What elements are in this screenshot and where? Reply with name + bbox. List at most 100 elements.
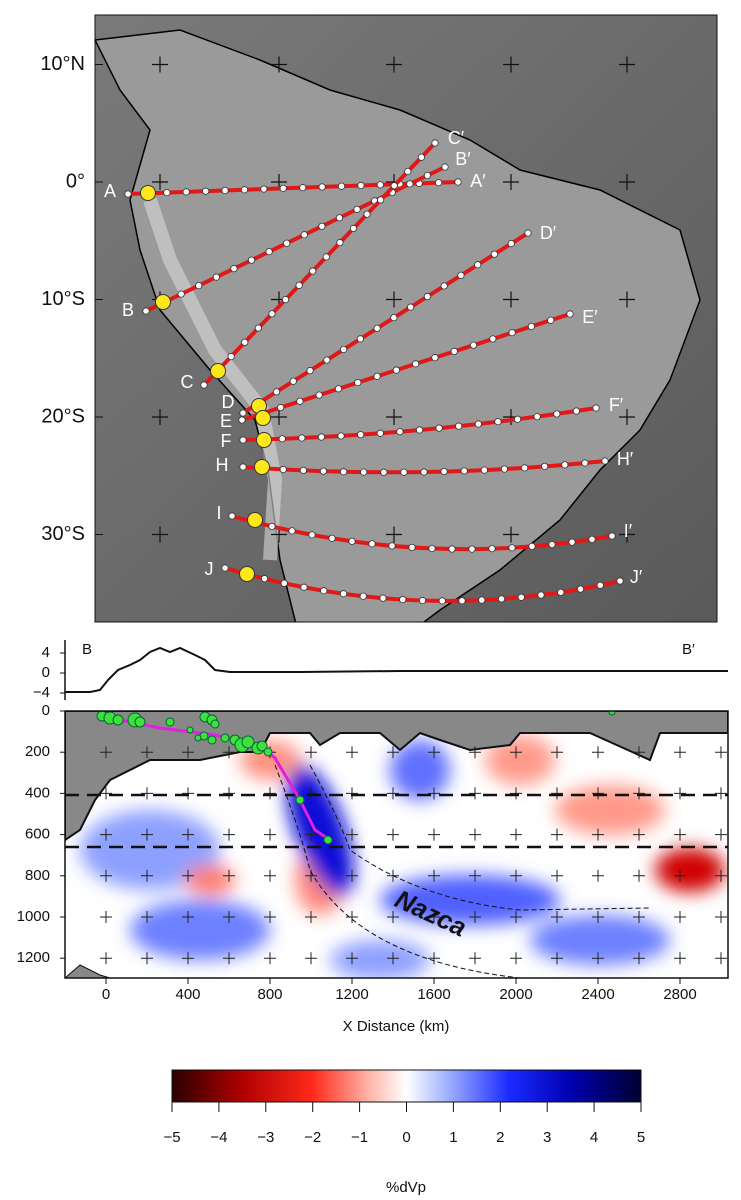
profile-point [404, 167, 412, 176]
profile-point [592, 404, 600, 412]
colorbar: %dVp [171, 1069, 642, 1196]
grid-cross [592, 952, 604, 965]
profile-point [537, 591, 545, 599]
profile-point [480, 466, 488, 474]
grid-cross [141, 828, 153, 841]
grid-cross [715, 911, 727, 923]
profile-point [517, 593, 525, 601]
profile-point [309, 267, 317, 275]
profile-point [373, 372, 381, 380]
profile-end-label: J′ [630, 567, 643, 587]
grid-cross [223, 911, 235, 923]
profile-point [508, 544, 516, 552]
depth-tick-label: 400 [25, 784, 50, 801]
profile-point [423, 292, 432, 301]
profile-point [454, 178, 462, 186]
profile-point [278, 435, 286, 443]
profile-point [348, 537, 356, 545]
profile-point [323, 356, 331, 364]
profile-point [406, 180, 414, 188]
profile-point [349, 224, 358, 233]
grid-cross [592, 911, 604, 923]
earthquake [210, 719, 220, 729]
profile-point [195, 281, 203, 290]
profile-point [318, 183, 326, 191]
profile-point [337, 182, 346, 190]
profile-point [202, 187, 210, 195]
colorbar-tick-label: −5 [163, 1129, 180, 1146]
grid-cross [469, 952, 481, 965]
depth-tick-label: 800 [25, 867, 50, 884]
grid-cross [271, 56, 287, 73]
start-label: B [82, 641, 92, 658]
grid-cross [152, 409, 168, 425]
earthquake [165, 717, 175, 727]
grid-cross [503, 526, 519, 543]
profile-point [238, 416, 246, 424]
grid-cross [510, 828, 522, 841]
colorbar-tick-label: 4 [590, 1129, 598, 1146]
trench-point [239, 566, 255, 582]
colorbar-tick-label: 5 [637, 1129, 645, 1146]
profile-point [368, 540, 376, 548]
grid-cross [305, 746, 317, 759]
profile-point [289, 377, 297, 385]
profile-point [280, 579, 288, 587]
grid-cross [551, 828, 563, 841]
profile-point [377, 196, 385, 204]
profile-line [241, 312, 571, 422]
profile-point [392, 366, 400, 374]
profile-point [260, 185, 268, 193]
grid-cross [592, 828, 604, 841]
profile-point [299, 184, 307, 192]
profile-point [239, 409, 247, 417]
profile-point [254, 324, 262, 332]
colorbar-tick-label: 3 [543, 1129, 551, 1146]
grid-cross [141, 787, 153, 800]
lat-label: 10°N [40, 53, 85, 75]
trench-point [155, 294, 171, 310]
grid-cross [633, 746, 645, 759]
profile-point [455, 422, 463, 430]
grid-cross [551, 746, 563, 759]
distance-tick-label: 2800 [663, 986, 696, 1003]
grid-cross [305, 952, 317, 965]
profile-point [337, 432, 345, 440]
grid-cross [387, 952, 399, 965]
depth-tick-label: 1200 [17, 949, 50, 966]
earthquake [194, 734, 202, 742]
grid-cross [715, 746, 727, 759]
grid-cross [715, 828, 727, 841]
grid-cross [141, 746, 153, 759]
profile-point [320, 587, 328, 595]
grid-cross [182, 911, 194, 923]
profile-point [227, 352, 235, 361]
profile-point [474, 261, 482, 269]
grid-cross [619, 291, 635, 308]
grid-cross [182, 787, 194, 800]
profile-point [418, 596, 427, 605]
masked-corner [65, 964, 111, 978]
trench-point [256, 432, 272, 448]
earthquake [256, 740, 268, 752]
grid-cross [346, 869, 358, 882]
profile-point [239, 463, 247, 471]
grid-cross [387, 828, 399, 841]
profile-end-label: I′ [624, 521, 633, 541]
profile-point [441, 163, 449, 171]
lat-label: 30°S [41, 523, 85, 545]
grid-cross [346, 911, 358, 923]
grid-cross [182, 828, 194, 841]
grid-cross [182, 746, 194, 759]
profile-point [268, 310, 276, 318]
x-axis-label: X Distance (km) [343, 1018, 450, 1035]
profile-point [533, 413, 541, 421]
profile-point [500, 465, 509, 473]
profile-point [357, 431, 365, 439]
profile-point [557, 588, 565, 596]
profile-point [428, 544, 436, 553]
profile-point [279, 184, 287, 192]
profile-point [431, 354, 439, 362]
profile-point [448, 545, 456, 553]
